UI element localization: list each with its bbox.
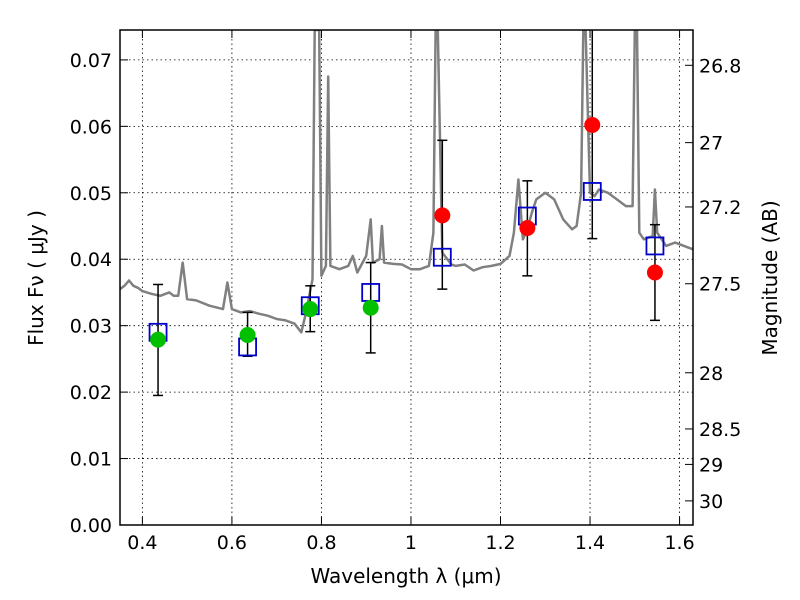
plot-frame (119, 29, 694, 526)
y-tick-label: 0.03 (70, 316, 112, 338)
y2-tick-label: 27.2 (699, 197, 741, 219)
model-spectrum-line (120, 30, 693, 334)
y-tick-label: 0.00 (70, 515, 112, 537)
y2-tick-label: 26.8 (699, 55, 741, 77)
y-tick-label: 0.02 (70, 382, 112, 404)
x-tick-label: 0.4 (127, 532, 157, 554)
grid-lines (120, 30, 693, 525)
y-tick-label: 0.01 (70, 449, 112, 471)
observed-point (302, 301, 319, 318)
y2-tick-label: 27 (699, 133, 723, 155)
model-square (432, 247, 452, 267)
y-tick-label: 0.07 (70, 50, 112, 72)
observed-point (239, 326, 256, 343)
x-axis-title: Wavelength λ (μm) (310, 564, 501, 588)
observed-point (150, 331, 167, 348)
model-square (582, 182, 602, 201)
data-marks (148, 30, 665, 397)
plot-area (120, 30, 693, 397)
x-tick-label: 1.6 (664, 532, 694, 554)
x-tick-label: 1.4 (575, 532, 605, 554)
observed-point (519, 220, 536, 236)
x-tick-label: 0.8 (306, 532, 336, 554)
y-axis-title: Flux Fν ( μJy ) (24, 210, 48, 346)
y2-tick-label: 28 (699, 363, 723, 385)
observed-point (646, 264, 663, 281)
y-tick-label: 0.04 (70, 249, 112, 271)
x-tick-label: 1 (405, 532, 417, 554)
y2-axis-title: Magnitude (AB) (758, 200, 782, 355)
y-tick-label: 0.06 (70, 116, 112, 138)
x-tick-label: 1.2 (485, 532, 515, 554)
observed-point (362, 299, 379, 316)
x-tick-label: 0.6 (217, 532, 247, 554)
axis-ticks: 0.4 0.6 0.8 1 1.2 1.4 1.6 0.00 0.01 0.02 0.03 0.04 0… (70, 30, 741, 554)
y2-tick-label: 28.5 (699, 419, 741, 441)
model-square (645, 236, 665, 256)
y2-tick-label: 29 (699, 454, 723, 476)
observed-point (434, 207, 451, 224)
observed-point (584, 117, 601, 134)
y2-tick-label: 27.5 (699, 274, 741, 296)
y-tick-label: 0.05 (70, 183, 112, 205)
y2-tick-label: 30 (699, 491, 723, 513)
